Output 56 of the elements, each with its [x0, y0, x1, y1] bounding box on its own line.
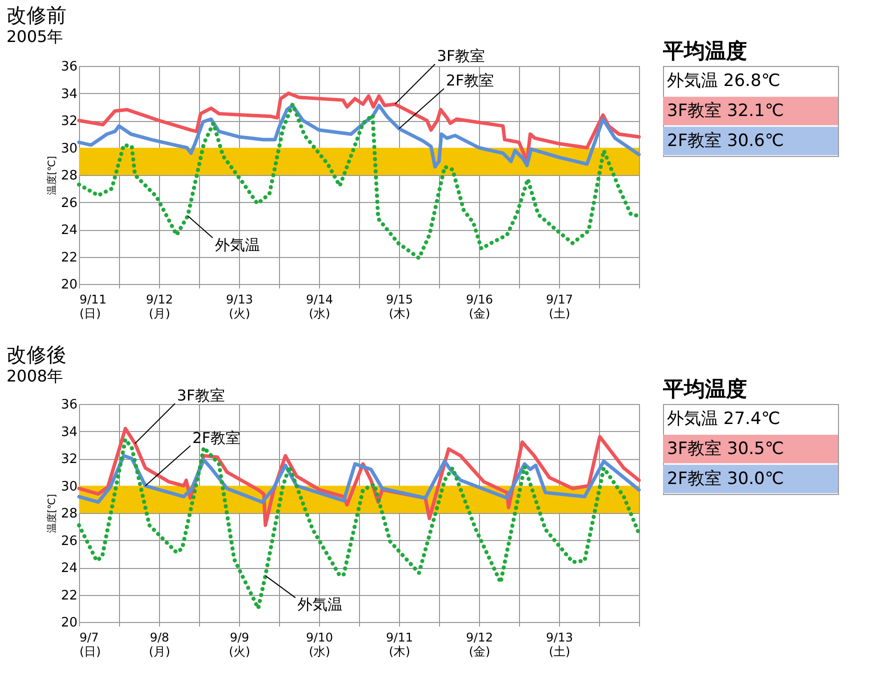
- y-tick-label: 20: [60, 616, 78, 630]
- y-tick-label: 36: [60, 60, 78, 74]
- text: 2F教室: [446, 72, 494, 90]
- line-series: [77, 454, 641, 504]
- line-series: [77, 102, 641, 260]
- y-tick-label: 30: [60, 479, 78, 494]
- y-tick-label: 34: [60, 424, 78, 440]
- series-label: 2F教室: [192, 428, 241, 447]
- y-tick-label: 32: [60, 114, 78, 129]
- x-tick-label: 9/13 (火): [226, 292, 253, 320]
- y-tick-label: 28: [60, 506, 78, 522]
- chart-subtitle: 2008年: [6, 366, 64, 386]
- text: 外気温 27.4℃: [667, 409, 780, 429]
- y-tick-label: 22: [60, 250, 78, 266]
- text: 3F教室: [437, 47, 486, 66]
- x-tick-label: 9/12 (月): [146, 292, 173, 320]
- x-tick-label: 9/11 (木): [386, 630, 413, 658]
- y-tick-label: 32: [60, 452, 78, 467]
- y-tick-label: 26: [60, 534, 78, 549]
- text: 3F教室 30.5℃: [667, 439, 784, 459]
- y-tick-label: 24: [60, 561, 78, 576]
- x-tick-label: 9/7 (日): [80, 630, 101, 658]
- x-tick-label: 9/17 (土): [546, 292, 573, 320]
- x-tick-label: 9/13 (土): [546, 630, 573, 658]
- x-tick-label: 9/10 (水): [306, 630, 333, 658]
- chart-title: 改修後: [6, 342, 66, 367]
- x-tick-label: 9/12 (金): [466, 630, 493, 658]
- y-axis-title: 温度[℃]: [46, 494, 58, 534]
- text: 2F教室 30.6℃: [667, 131, 784, 151]
- x-tick-label: 9/8 (月): [148, 630, 170, 658]
- x-tick-label: 9/14 (水): [306, 292, 333, 320]
- text: 平均温度: [662, 377, 747, 401]
- y-tick-label: 24: [60, 223, 78, 238]
- line-series: [77, 92, 641, 164]
- x-tick-label: 9/9 (火): [228, 630, 250, 658]
- y-tick-label: 28: [60, 168, 78, 184]
- y-tick-label: 34: [60, 86, 78, 102]
- text: 外気温: [214, 236, 260, 254]
- x-tick-label: 9/11 (日): [80, 292, 106, 320]
- y-axis-title: 温度[℃]: [46, 156, 58, 196]
- text: 平均温度: [662, 39, 747, 63]
- text: 2F教室 30.0℃: [667, 469, 784, 489]
- line-series: [77, 104, 641, 169]
- text: 外気温 26.8℃: [667, 71, 780, 91]
- x-tick-label: 9/15 (木): [386, 292, 413, 320]
- y-tick-label: 20: [60, 278, 78, 292]
- chart-subtitle: 2005年: [6, 27, 64, 46]
- y-tick-label: 26: [60, 196, 78, 211]
- x-tick-label: 9/16 (金): [466, 292, 493, 320]
- y-tick-label: 22: [60, 588, 78, 604]
- text: 3F教室 32.1℃: [667, 101, 784, 121]
- y-tick-label: 30: [60, 141, 78, 156]
- y-tick-label: 36: [60, 398, 78, 412]
- chart-title: 改修前: [6, 3, 66, 28]
- text: 3F教室: [177, 386, 226, 405]
- series-label: 外気温: [297, 596, 342, 614]
